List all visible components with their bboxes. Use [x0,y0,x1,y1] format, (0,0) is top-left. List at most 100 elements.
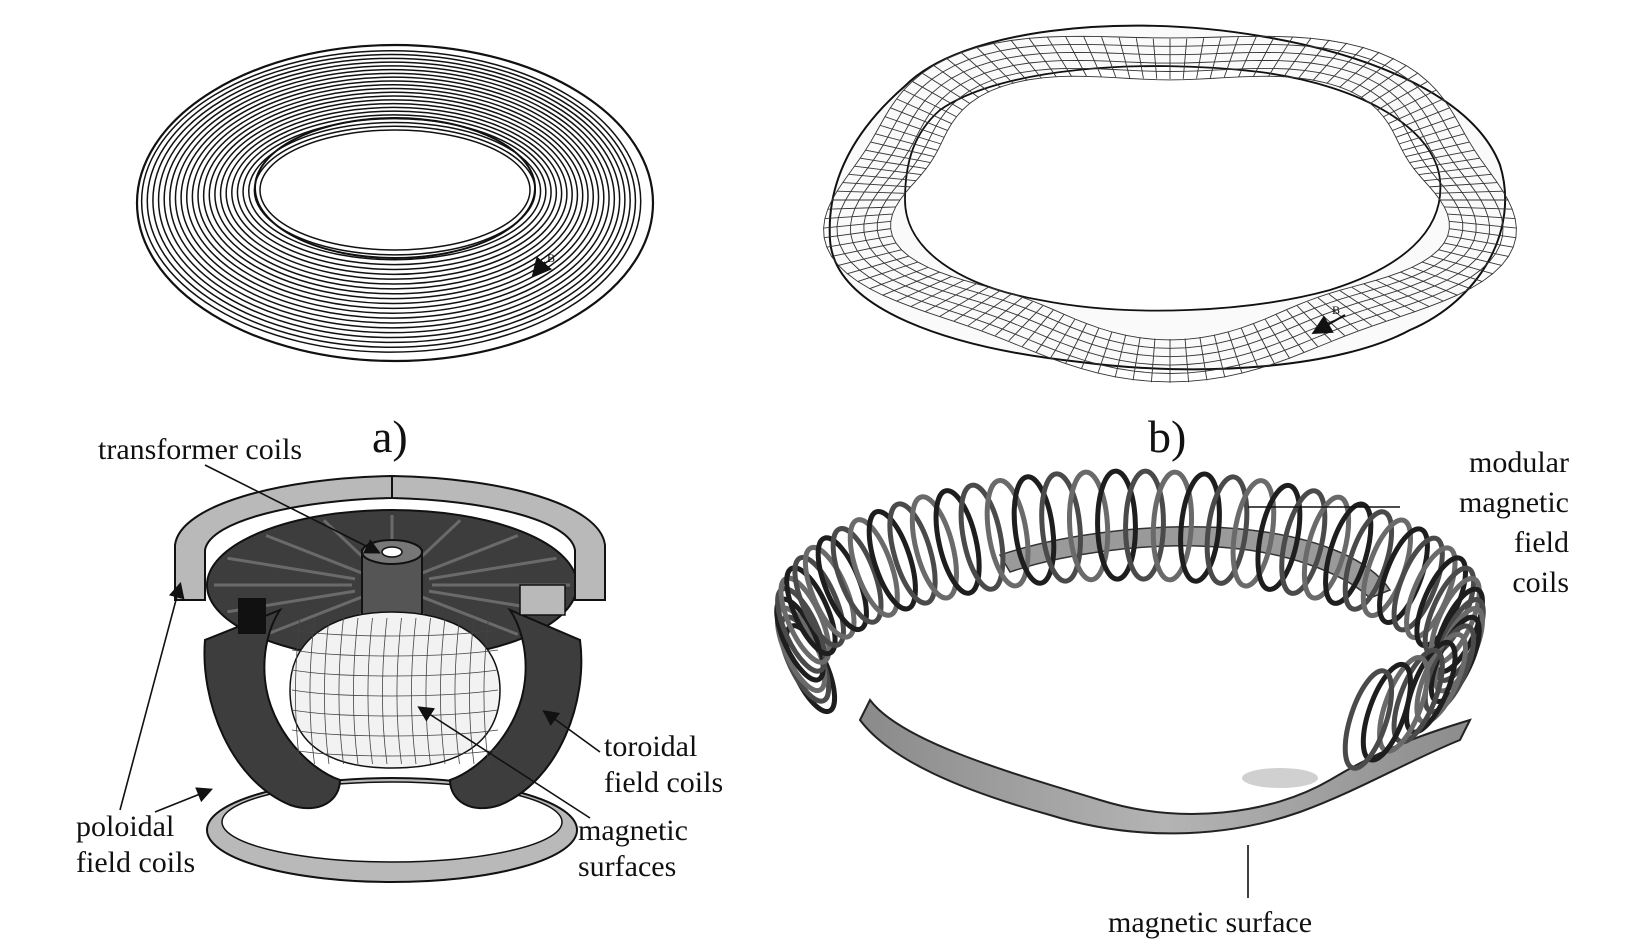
mesh-line [1050,318,1076,359]
mesh-line [860,157,927,170]
mesh-line [1449,228,1516,239]
field-arrow-icon [1311,314,1346,334]
field-line [174,72,610,324]
field-arrow-icon [531,256,552,279]
tokamak-torus-drawing: B [135,43,655,363]
field-line [157,61,626,339]
mesh-line [1114,334,1127,378]
field-line [197,87,589,305]
coil-spoke [428,556,557,581]
label-poloidal-2: field coils [76,846,195,879]
modular-coil [1230,478,1277,589]
mesh-line [1328,293,1373,326]
mesh-line [1028,37,1057,78]
mesh-line [1388,276,1444,302]
label-toroidal-2: field coils [604,766,723,799]
mesh-line [1399,124,1460,145]
mesh-line [1430,255,1494,275]
plasma-mesh-line [295,617,301,765]
mesh-line [838,249,902,266]
plasma-mesh-line [309,617,315,765]
mesh-line [1199,336,1208,381]
mesh-line [1449,220,1517,229]
mesh-line [1350,57,1394,93]
field-line [231,110,558,276]
mesh-line [827,206,896,210]
mesh-line [1312,42,1348,81]
field-line [185,80,600,314]
mesh-line [1377,80,1429,111]
mesh-line [995,301,1033,336]
mesh-line [1424,173,1492,182]
field-line [259,129,531,251]
modular-coil [802,544,857,640]
mesh-line [1118,37,1131,79]
modular-coil [1039,471,1083,584]
stellarator-assembly-drawing [774,468,1486,835]
plasma-mesh-line [338,617,344,765]
mesh-ring [863,59,1477,358]
mesh-line [1383,89,1437,118]
field-line [140,50,642,353]
mesh-line [1339,290,1386,322]
label-poloidal-1: poloidal [76,810,174,843]
plasma-mesh-line [483,617,489,765]
tokamak-leader-lines [119,464,601,819]
modular-coil [1342,668,1395,771]
modular-coil [887,501,938,606]
mesh-line [921,72,971,104]
mesh-line [1351,287,1401,317]
mesh-line [1286,309,1319,347]
label-modular-3: field [1514,526,1569,559]
mesh-line [1035,314,1065,353]
mesh-line [1213,334,1226,378]
field-line [214,99,573,290]
coil-spoke [227,556,356,581]
plasma-mesh-line [425,617,431,765]
mesh-line [1363,283,1415,312]
mesh-line [1135,38,1144,79]
mesh-line [896,98,952,124]
mesh-line [903,89,957,118]
modular-coil [1391,535,1445,633]
mesh-line [992,42,1028,81]
plasma-mesh-line [440,617,446,765]
label-modular-1: modular [1469,446,1569,479]
mesh-line [1238,36,1257,77]
stellarator-leader-lines [1247,506,1400,898]
modular-coil [1123,468,1166,582]
toroidal-coil-left [203,607,342,810]
plasma-mesh-line [291,709,499,717]
mesh-line [1447,213,1516,219]
panel-label-b: b) [1148,411,1186,462]
mesh-line [1184,338,1190,383]
mesh-line [1253,36,1275,77]
mesh-line [880,124,941,145]
label-magnetic-1: magnetic [578,814,688,847]
modular-coil [958,482,1006,592]
mesh-line [846,255,910,275]
mesh-line [967,293,1012,326]
mesh-line [1132,336,1141,381]
mesh-line [1376,279,1430,307]
mesh-line [1065,36,1087,77]
mesh-line [1443,242,1509,257]
mesh-line [848,173,916,182]
mesh-line [1223,36,1239,78]
mesh-line [1395,116,1456,138]
mesh-line [1227,331,1243,374]
mesh-line [946,57,990,93]
panel-label-a: a) [372,411,408,462]
label-magnetic-surface: magnetic surface [1108,906,1312,939]
mesh-line [1405,141,1470,157]
modular-coil [984,478,1031,589]
mesh-line [1182,38,1188,79]
modular-coil [1414,555,1468,649]
field-line [180,76,605,319]
modular-coil [792,554,846,648]
mesh-line [824,228,891,239]
field-line [169,68,616,329]
modular-coil [1323,501,1374,606]
field-arrow-label-a: B [547,251,555,265]
label-transformer-coils: transformer coils [98,433,302,466]
